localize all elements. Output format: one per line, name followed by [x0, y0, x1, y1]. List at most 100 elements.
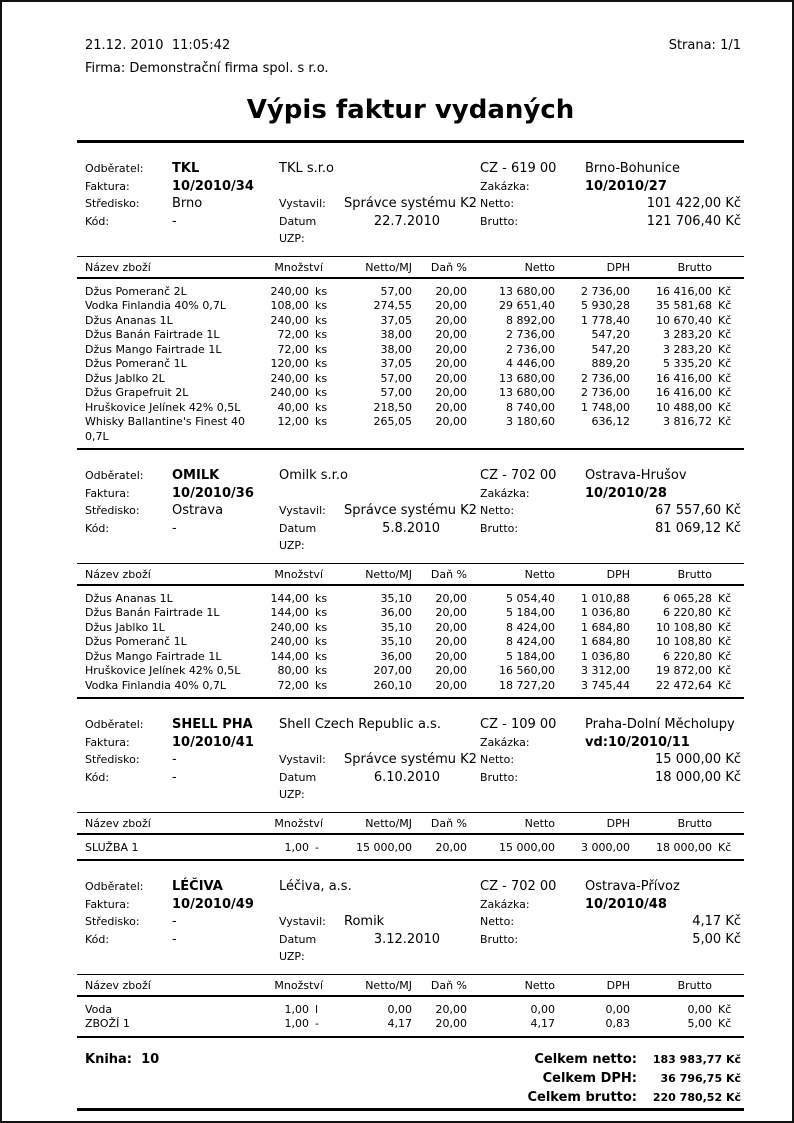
item-netto-unit: 15 000,00	[356, 840, 412, 854]
header-quantity: Množství	[274, 260, 323, 274]
footer-rule	[77, 1107, 744, 1111]
company-line: Firma: Demonstrační firma spol. s r.o.	[85, 61, 329, 76]
header-tax: Daň %	[430, 260, 467, 274]
item-unit: ks	[315, 620, 328, 634]
item-vat: 2 736,00	[581, 284, 630, 298]
issuedby-value: Správce systému K2	[344, 196, 477, 211]
item-currency: Kč	[718, 328, 732, 341]
info-row: Kód: - Datum UZP: 3.12.2010 Brutto: 5,00…	[77, 931, 744, 966]
info-row: Středisko: Ostrava Vystavil: Správce sys…	[77, 502, 744, 520]
item-currency: Kč	[718, 386, 732, 399]
info-row: Odběratel: OMILK Omilk s.r.o CZ - 702 00…	[77, 467, 744, 485]
code-label: Kód:	[85, 214, 110, 228]
report-title: Výpis faktur vydaných	[246, 95, 575, 125]
item-row: Džus Mango Fairtrade 1L 144,00 ks 36,00 …	[85, 650, 741, 665]
issuedby-label: Vystavil:	[279, 197, 326, 210]
customer-city: Brno-Bohunice	[585, 161, 681, 176]
customer-city: Ostrava-Hrušov	[585, 468, 687, 483]
item-currency: Kč	[718, 620, 732, 634]
item-tax: 20,00	[435, 313, 468, 327]
report-datetime: 21.12. 2010 11:05:42	[85, 38, 231, 53]
item-row: Džus Jablko 2L 240,00 ks 57,00 20,00 13 …	[85, 372, 741, 387]
item-netto: 8 740,00	[506, 400, 555, 414]
item-unit: ks	[315, 649, 328, 663]
item-name: Džus Pomeranč 2L	[85, 284, 187, 298]
uzpdate-value: 3.12.2010	[373, 931, 440, 947]
item-quantity: 120,00	[270, 357, 310, 370]
item-quantity: 1,00	[284, 1017, 310, 1030]
item-netto: 2 736,00	[506, 328, 555, 341]
item-row: Džus Mango Fairtrade 1L 72,00 ks 38,00 2…	[85, 343, 741, 358]
item-vat: 547,20	[591, 342, 631, 356]
item-brutto: 10 108,80	[656, 620, 712, 634]
code-label: Kód:	[85, 932, 110, 946]
item-brutto: 10 488,00	[656, 400, 712, 414]
item-quantity: 144,00	[270, 649, 310, 663]
item-vat: 547,20	[591, 328, 631, 341]
center-label: Středisko:	[85, 915, 140, 928]
items-table-header: Název zboží Množství Netto/MJ Daň % Nett…	[77, 973, 744, 997]
customer-zip: CZ - 619 00	[480, 161, 557, 176]
item-tax: 20,00	[435, 386, 468, 399]
item-netto-unit: 37,05	[380, 313, 413, 327]
items-table-body: Džus Pomeranč 2L 240,00 ks 57,00 20,00 1…	[77, 279, 744, 450]
issuedby-label: Vystavil:	[279, 753, 326, 766]
invoice-info: Odběratel: OMILK Omilk s.r.o CZ - 702 00…	[77, 467, 744, 555]
item-netto-unit: 218,50	[373, 400, 413, 414]
item-name: Džus Mango Fairtrade 1L	[85, 342, 222, 356]
brutto-total: 18 000,00 Kč	[655, 769, 741, 785]
item-row: Džus Ananas 1L 240,00 ks 37,05 20,00 8 8…	[85, 314, 741, 329]
item-unit: -	[315, 840, 319, 854]
item-name: Džus Banán Fairtrade 1L	[85, 328, 220, 341]
items-table: Název zboží Množství Netto/MJ Daň % Nett…	[77, 973, 744, 1038]
item-netto: 18 727,20	[499, 678, 555, 692]
item-unit: -	[315, 1017, 319, 1030]
item-name: Hruškovice Jelínek 42% 0,5L	[85, 400, 241, 414]
item-name: Džus Ananas 1L	[85, 591, 173, 605]
title-rule	[77, 140, 744, 143]
info-row: Kód: - Datum UZP: 6.10.2010 Brutto: 18 0…	[77, 769, 744, 804]
customer-code: SHELL PHA	[172, 717, 253, 732]
total-vat-label: Celkem DPH:	[542, 1070, 637, 1086]
invoice-info: Odběratel: LÉČIVA Léčiva, a.s. CZ - 702 …	[77, 878, 744, 966]
item-tax: 20,00	[435, 840, 468, 854]
info-row: Faktura: 10/2010/49 Zakázka: 10/2010/48	[77, 896, 744, 914]
items-table: Název zboží Množství Netto/MJ Daň % Nett…	[77, 255, 744, 450]
header-tax: Daň %	[430, 567, 467, 581]
item-name: Džus Mango Fairtrade 1L	[85, 649, 222, 663]
item-row: SLUŽBA 1 1,00 - 15 000,00 20,00 15 000,0…	[85, 841, 741, 856]
item-row: Džus Banán Fairtrade 1L 144,00 ks 36,00 …	[85, 606, 741, 621]
item-quantity: 240,00	[270, 284, 310, 298]
uzpdate-label: Datum UZP:	[279, 521, 317, 553]
item-unit: ks	[315, 678, 328, 692]
item-tax: 20,00	[435, 400, 468, 414]
item-quantity: 72,00	[277, 342, 310, 356]
item-currency: Kč	[718, 357, 732, 370]
item-netto: 4,17	[530, 1017, 556, 1030]
items-table-header: Název zboží Množství Netto/MJ Daň % Nett…	[77, 562, 744, 586]
invoice-section-1: Odběratel: TKL TKL s.r.o CZ - 619 00 Brn…	[77, 160, 744, 450]
item-netto-unit: 36,00	[380, 606, 413, 619]
invoice-number: 10/2010/36	[172, 485, 254, 501]
item-quantity: 72,00	[277, 678, 310, 692]
item-tax: 20,00	[435, 415, 468, 428]
item-tax: 20,00	[435, 299, 468, 312]
item-row: Džus Pomeranč 1L 120,00 ks 37,05 20,00 4…	[85, 357, 741, 372]
code-value: -	[172, 520, 177, 536]
item-brutto: 35 581,68	[656, 299, 712, 312]
item-quantity: 240,00	[270, 313, 310, 327]
item-tax: 20,00	[435, 635, 468, 648]
invoice-label: Faktura:	[85, 179, 130, 193]
item-brutto: 18 000,00	[656, 840, 712, 854]
netto-total: 15 000,00 Kč	[655, 752, 741, 767]
item-netto: 5 184,00	[506, 606, 555, 619]
customer-city: Ostrava-Přívoz	[585, 879, 680, 894]
item-netto: 5 054,40	[506, 591, 555, 605]
item-tax: 20,00	[435, 664, 468, 677]
total-brutto-value: 220 780,52 Kč	[652, 1090, 741, 1104]
report-header: 21.12. 2010 11:05:42 Strana: 1/1	[77, 38, 744, 54]
invoice-label: Faktura:	[85, 735, 130, 749]
netto-total: 67 557,60 Kč	[655, 503, 741, 518]
item-brutto: 5,00	[687, 1017, 713, 1030]
order-label: Zakázka:	[480, 735, 530, 749]
